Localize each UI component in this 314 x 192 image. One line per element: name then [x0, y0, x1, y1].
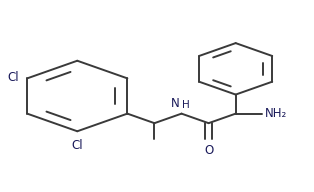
Text: O: O [204, 144, 213, 157]
Text: NH₂: NH₂ [265, 107, 288, 120]
Text: Cl: Cl [72, 139, 83, 152]
Text: Cl: Cl [8, 71, 19, 84]
Text: N: N [171, 97, 180, 110]
Text: H: H [181, 100, 189, 110]
